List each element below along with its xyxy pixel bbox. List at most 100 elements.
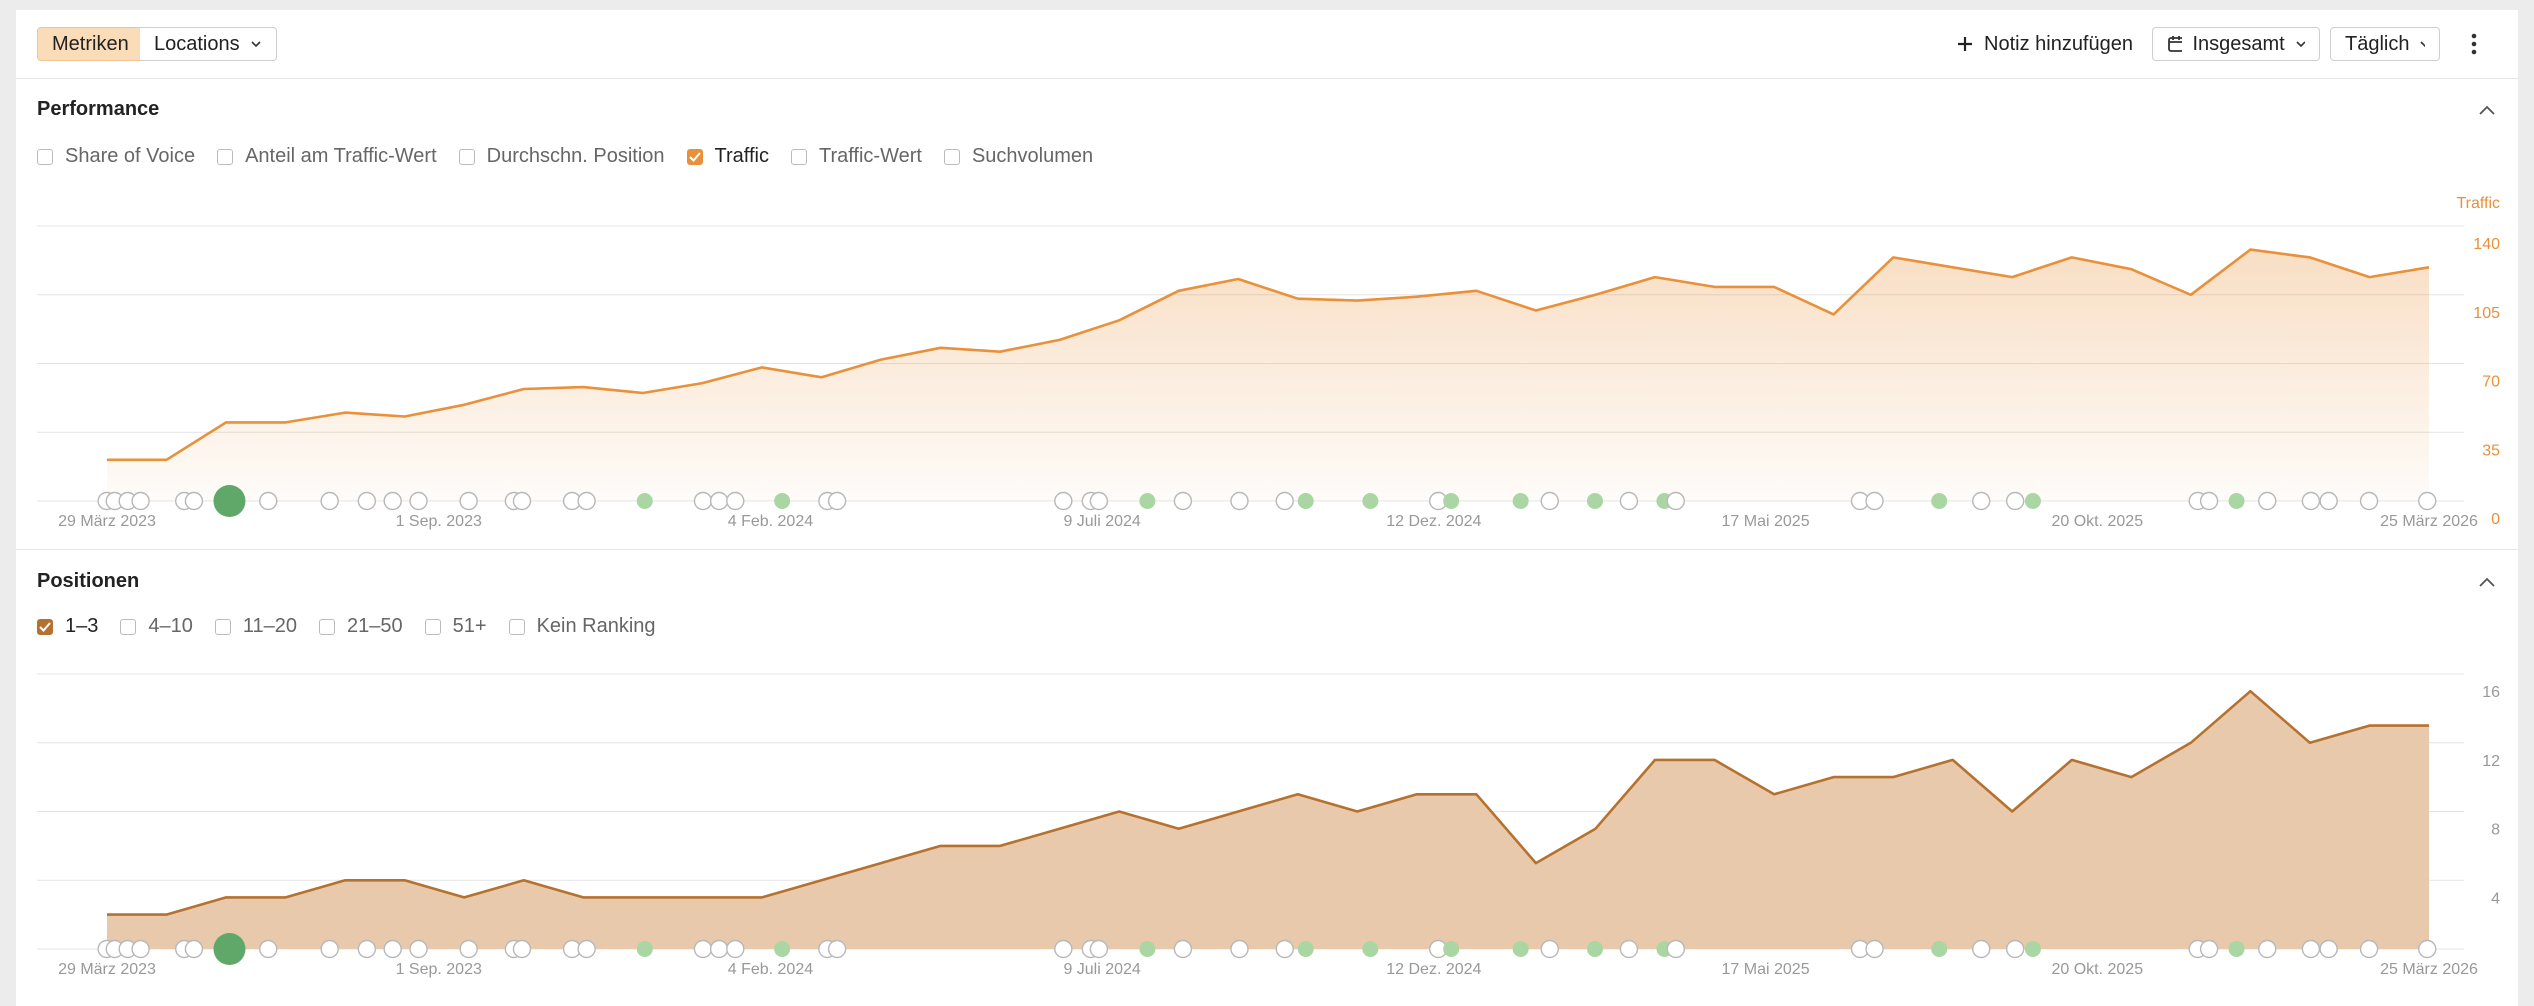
event-marker	[1173, 939, 1193, 959]
event-marker	[827, 939, 847, 959]
collapse[interactable]	[2478, 104, 2496, 116]
event-marker	[2199, 491, 2219, 511]
check	[688, 151, 701, 162]
interval-select[interactable]: Täglich	[2330, 27, 2440, 61]
checkbox[interactable]	[790, 148, 807, 165]
option-label: Traffic-Wert	[818, 145, 922, 167]
option[interactable]: Share of Voice	[37, 145, 195, 168]
event-marker	[1230, 491, 1249, 511]
event-marker	[2024, 941, 2041, 957]
event-marker	[1297, 493, 1314, 509]
event-marker	[320, 491, 339, 511]
event-marker	[726, 491, 745, 511]
x-tick-label: 1 Sep. 2023	[396, 961, 482, 978]
event-marker	[1362, 941, 1379, 957]
event-marker	[1230, 939, 1249, 959]
checkbox[interactable]	[458, 148, 475, 165]
chevron	[2420, 41, 2425, 47]
event-marker	[2301, 491, 2321, 511]
plus-icon	[1958, 37, 1972, 51]
x-tick-label: 17 Mai 2025	[1722, 513, 1810, 530]
x-tick-label: 29 März 2023	[58, 961, 156, 978]
chevron	[251, 41, 261, 48]
option[interactable]: Kein Ranking	[508, 615, 656, 638]
event-marker	[409, 491, 428, 511]
checkbox[interactable]	[217, 148, 234, 165]
tab[interactable]: Locations	[140, 27, 277, 61]
option[interactable]: 4–10	[120, 615, 193, 638]
checkbox[interactable]	[120, 618, 137, 635]
event-marker	[512, 491, 532, 511]
panel-title: Performance	[37, 98, 160, 120]
chevron	[2296, 41, 2305, 48]
range-select[interactable]: Insgesamt	[2152, 27, 2320, 61]
event-marker	[1865, 491, 1884, 511]
x-tick-label: 9 Juli 2024	[1063, 961, 1140, 978]
option-label: 51+	[452, 615, 487, 637]
event-marker	[1931, 493, 1948, 509]
event-marker	[409, 939, 428, 959]
tab[interactable]: Metriken	[37, 27, 144, 61]
event-marker	[131, 939, 150, 959]
event-marker	[259, 491, 278, 511]
event-marker	[213, 485, 246, 517]
calendar-icon	[2168, 36, 2183, 52]
checkbox[interactable]	[424, 618, 441, 635]
y-tick-label: 70	[2482, 374, 2500, 391]
event-marker	[357, 491, 377, 511]
event-marker	[1540, 491, 1559, 511]
checkbox[interactable]	[214, 618, 231, 635]
event-marker	[2301, 939, 2321, 959]
options: Share of Voice Anteil am Traffic-Wert Durc…	[37, 145, 1093, 168]
option[interactable]: 21–50	[319, 615, 403, 638]
x-tick-label: 29 März 2023	[58, 513, 156, 530]
option-label: 1–3	[65, 615, 99, 637]
checkbox[interactable]	[508, 618, 525, 635]
y-tick-label: 0	[2491, 511, 2500, 528]
event-marker	[357, 939, 377, 959]
event-marker	[2228, 941, 2245, 957]
series-line	[107, 689, 2429, 916]
area-fill	[107, 691, 2429, 949]
event-marker	[1362, 493, 1379, 509]
event-marker	[2359, 491, 2379, 511]
event-marker	[1512, 941, 1529, 957]
options: 1–3 4–10 11–20 21–50 51+ Kein Ranking	[37, 615, 656, 638]
checkbox[interactable]	[37, 618, 53, 635]
event-marker	[2005, 491, 2025, 511]
more-menu[interactable]	[2466, 32, 2482, 56]
collapse[interactable]	[2478, 576, 2496, 588]
event-marker	[512, 939, 532, 959]
add-note[interactable]: Notiz hinzufügen	[1942, 27, 2147, 61]
x-tick-label: 9 Juli 2024	[1063, 513, 1140, 530]
option[interactable]: 1–3	[37, 615, 98, 638]
event-marker	[1586, 941, 1603, 957]
checkbox[interactable]	[37, 148, 53, 165]
option[interactable]: Durchschn. Position	[458, 145, 665, 168]
event-marker	[636, 493, 653, 509]
option-label: Suchvolumen	[971, 145, 1094, 167]
event-marker	[1443, 941, 1460, 957]
event-marker	[1666, 491, 1685, 511]
option[interactable]: 51+	[424, 615, 487, 638]
option[interactable]: Traffic-Wert	[790, 145, 922, 168]
option-label: Kein Ranking	[536, 615, 656, 637]
option[interactable]: 11–20	[214, 615, 297, 638]
checkbox[interactable]	[686, 148, 703, 165]
event-marker	[1865, 939, 1884, 959]
event-marker	[1089, 939, 1109, 959]
event-marker	[693, 491, 713, 511]
event-marker	[2228, 493, 2245, 509]
event-marker	[1089, 491, 1109, 511]
event-marker	[184, 939, 204, 959]
event-marker	[2199, 939, 2219, 959]
event-marker	[459, 491, 478, 511]
event-marker	[1139, 493, 1156, 509]
event-marker	[1931, 941, 1948, 957]
option[interactable]: Traffic	[686, 145, 769, 168]
x-tick-label: 12 Dez. 2024	[1386, 961, 1481, 978]
option[interactable]: Suchvolumen	[943, 145, 1094, 168]
option[interactable]: Anteil am Traffic-Wert	[217, 145, 437, 168]
checkbox[interactable]	[943, 148, 960, 165]
checkbox[interactable]	[319, 618, 336, 635]
